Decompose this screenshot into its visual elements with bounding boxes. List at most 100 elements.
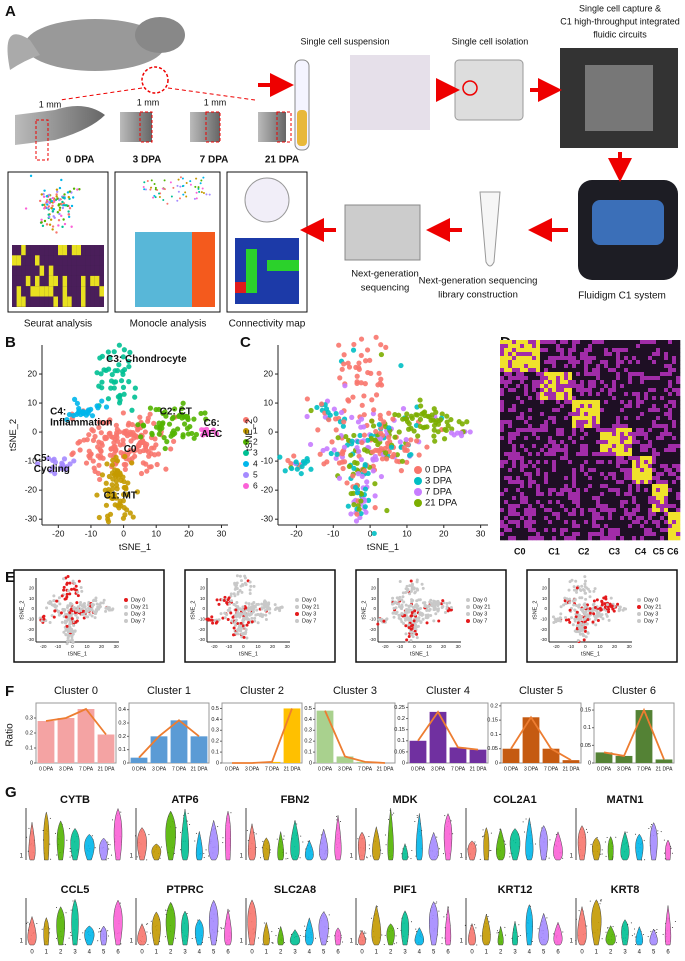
cell-dot: [358, 380, 364, 386]
heat-cell: [652, 384, 657, 389]
cell-dot: [363, 509, 369, 515]
monocle-dot: [162, 198, 165, 201]
cell-dot: [329, 439, 335, 445]
cell-dot: [582, 589, 586, 593]
heat-cell: [624, 492, 629, 497]
monocle-dot: [200, 179, 203, 182]
heat-cell: [580, 380, 585, 385]
heat-cell: [552, 420, 557, 425]
heat-cell: [612, 420, 617, 425]
heat-cell: [624, 464, 629, 469]
heat-cell: [504, 500, 509, 505]
cell-dot: [586, 613, 590, 617]
heat-cell: [648, 448, 653, 453]
heat-cell: [640, 400, 645, 405]
sequencer: [344, 204, 421, 261]
heat-cell: [652, 476, 657, 481]
heat-cell: [572, 412, 577, 417]
heat-cell: [632, 460, 637, 465]
heat-cell: [584, 484, 589, 489]
heat-cell: [612, 412, 617, 417]
violin-dot: [56, 854, 58, 856]
heat-cell: [592, 436, 597, 441]
heat-cell: [584, 412, 589, 417]
legend-label: 5: [253, 469, 258, 479]
violin-dot: [49, 843, 51, 845]
cell-dot: [551, 615, 555, 619]
monocle-dot: [152, 196, 155, 199]
heat-cell: [664, 456, 669, 461]
heat-cell: [544, 392, 549, 397]
heat-cell: [564, 484, 569, 489]
heat-cell: [504, 416, 509, 421]
cell-dot: [193, 431, 200, 438]
y-tick-label: 0.05: [580, 743, 591, 749]
bar: [502, 748, 520, 763]
cell-dot: [126, 363, 132, 370]
heat-cell: [636, 488, 641, 493]
heat-cell: [652, 524, 657, 529]
heat-cell: [644, 384, 649, 389]
cell-dot: [575, 586, 579, 590]
heat-cell: [644, 452, 649, 457]
heat-cell: [528, 384, 533, 389]
heat-cell: [644, 496, 649, 501]
heat-cell: [588, 400, 593, 405]
heat-cell: [644, 388, 649, 393]
cell-dot: [60, 594, 64, 598]
heat-cell: [564, 452, 569, 457]
cell-dot: [376, 370, 382, 376]
heat-cell: [656, 472, 661, 477]
heat-cell: [512, 352, 517, 357]
seurat-dot: [48, 193, 51, 197]
heat-cell: [564, 500, 569, 505]
seurat-dot: [48, 201, 51, 204]
cell-dot: [53, 603, 57, 607]
heat-cell: [676, 348, 681, 353]
cell-dot: [409, 630, 413, 634]
cell-dot: [128, 438, 134, 444]
heat-cell: [660, 428, 665, 433]
heat-cell: [500, 528, 505, 533]
heat-cell: [628, 468, 633, 473]
heat-cell: [592, 392, 597, 397]
heat-cell: [640, 420, 645, 425]
x-tick-label: 20: [99, 644, 105, 649]
heat-cell: [584, 480, 589, 485]
heat-cell: [676, 408, 681, 413]
heat-cell: [624, 420, 629, 425]
heat-cell: [636, 352, 641, 357]
heat-cell: [540, 404, 545, 409]
cell-dot: [94, 403, 100, 409]
cell-dot: [445, 605, 449, 609]
cell-dot: [241, 608, 245, 612]
cell-dot: [410, 633, 414, 637]
heat-cell: [676, 476, 681, 481]
heat-cell: [576, 520, 581, 525]
heat-cell: [604, 444, 609, 449]
seurat-heat-cell: [71, 255, 77, 266]
legend-label: Day 0: [302, 597, 316, 603]
heat-cell: [676, 436, 681, 441]
heat-cell: [520, 476, 525, 481]
seurat-heat-cell: [35, 265, 40, 276]
heat-cell: [520, 484, 525, 489]
cell-dot: [153, 424, 160, 430]
heat-cell: [600, 344, 605, 349]
seurat-heat-cell: [12, 265, 17, 276]
cell-dot: [361, 447, 368, 453]
y-tick-label: 0: [309, 760, 312, 766]
heat-cell: [604, 404, 609, 409]
heat-cell: [604, 524, 609, 529]
cell-dot: [120, 491, 127, 498]
heat-cell: [536, 464, 541, 469]
heat-cell: [608, 532, 613, 537]
seurat-dot: [67, 213, 71, 216]
cell-dot: [84, 615, 88, 619]
heat-cell: [520, 352, 525, 357]
heat-cell: [616, 436, 621, 441]
seurat-dot: [62, 218, 65, 221]
heat-cell: [540, 412, 545, 417]
cell-dot: [405, 584, 409, 588]
heat-cell: [544, 476, 549, 481]
